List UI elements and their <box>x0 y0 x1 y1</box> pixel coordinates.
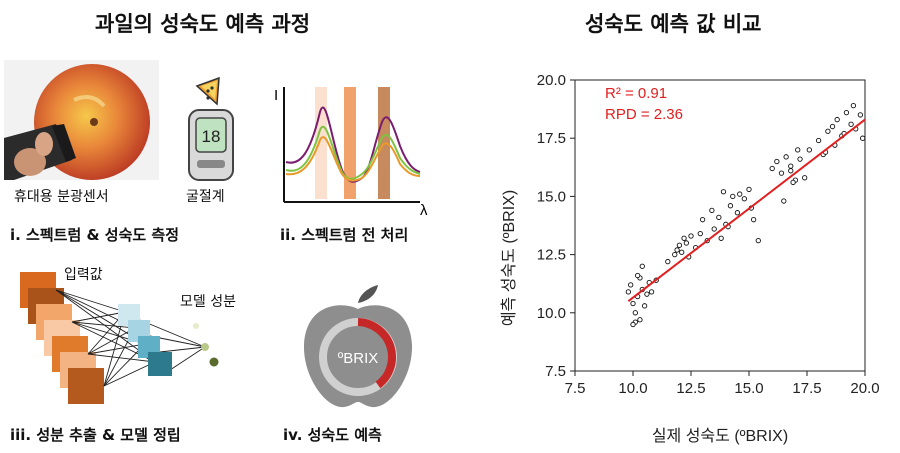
y-tick-label: 20.0 <box>537 72 566 89</box>
spectrum-y-symbol: I <box>274 87 278 104</box>
data-point <box>628 282 634 288</box>
y-axis-label: 예측 성숙도 (ºBRIX) <box>500 190 518 326</box>
data-point <box>795 147 801 153</box>
data-point <box>788 168 794 174</box>
data-point <box>750 217 757 223</box>
component-label: 모델 성분 <box>180 294 236 310</box>
data-point <box>746 186 752 193</box>
data-point <box>815 137 822 144</box>
y-tick-label: 12.5 <box>537 247 566 264</box>
data-point <box>781 198 787 204</box>
data-point <box>720 189 727 195</box>
data-point <box>637 317 643 323</box>
x-axis-label: 실제 성숙도 (ºBRIX) <box>652 427 788 445</box>
data-point <box>774 158 780 165</box>
data-point <box>783 154 789 160</box>
x-tick-label: 10.0 <box>618 380 647 397</box>
data-point <box>788 163 794 169</box>
x-tick-label: 7.5 <box>565 380 586 397</box>
brix-unit-label: ºBRIX <box>338 350 379 367</box>
data-point <box>648 289 655 295</box>
data-point <box>718 235 724 241</box>
data-point <box>857 112 864 118</box>
data-point <box>632 310 638 316</box>
data-point <box>716 214 722 221</box>
data-point <box>625 289 632 295</box>
data-point <box>679 249 685 255</box>
x-tick-label: 20.0 <box>850 380 879 397</box>
data-point <box>843 109 850 116</box>
meter-display: 18 <box>202 127 221 146</box>
data-point <box>806 147 812 153</box>
data-point <box>688 233 694 239</box>
sensor-label: 휴대용 분광센서 <box>14 189 109 205</box>
step3-caption: iii. 성분 추출 & 모델 정립 <box>10 426 181 444</box>
data-point <box>797 156 803 162</box>
step2-caption: ii. 스펙트럼 전 처리 <box>280 226 409 244</box>
data-point <box>769 165 775 172</box>
data-point <box>825 128 831 134</box>
data-point <box>630 321 636 328</box>
data-point <box>734 210 741 216</box>
apple-photo <box>4 60 159 180</box>
data-point <box>848 121 854 127</box>
data-point <box>778 170 785 176</box>
spectrum-plot: I λ <box>274 87 428 216</box>
spectrum-line-green <box>285 126 421 180</box>
y-tick-label: 10.0 <box>537 305 566 322</box>
data-point <box>697 230 703 237</box>
component-squares <box>118 304 172 376</box>
data-point <box>711 226 717 232</box>
spectrum-x-symbol: λ <box>420 202 428 216</box>
step4-caption: iv. 성숙도 예측 <box>283 426 382 444</box>
data-point <box>630 300 636 307</box>
data-point <box>829 123 836 130</box>
data-point <box>644 291 650 297</box>
x-tick-label: 15.0 <box>734 380 763 397</box>
r2-annotation: R² = 0.91 <box>605 85 667 102</box>
x-tick-label: 17.5 <box>792 380 821 397</box>
data-point <box>709 207 715 214</box>
fit-line <box>627 118 866 302</box>
data-point <box>850 102 857 109</box>
data-point <box>634 272 641 279</box>
spectrum-line-orange <box>285 136 421 182</box>
data-point <box>834 116 840 123</box>
left-panel-title: 과일의 성숙도 예측 과정 <box>95 12 311 36</box>
input-squares <box>20 272 104 404</box>
data-point <box>727 203 734 209</box>
data-point <box>741 196 748 202</box>
input-label: 입력값 <box>64 267 103 283</box>
y-tick-label: 15.0 <box>537 188 566 205</box>
data-point <box>674 247 680 253</box>
data-point <box>672 251 678 258</box>
brix-apple-icon: ºBRIX <box>303 285 413 408</box>
data-point <box>730 193 736 200</box>
data-point <box>790 179 796 186</box>
data-point <box>676 242 683 248</box>
data-point <box>755 237 761 244</box>
scatter-chart: 7.5 10.0 12.5 15.0 17.5 20.0 7.5 10.0 12.5 15.0 17… <box>500 72 880 445</box>
step1-caption: i. 스펙트럼 & 성숙도 측정 <box>10 226 180 244</box>
data-point <box>699 217 706 223</box>
data-point <box>639 263 645 269</box>
y-tick-label: 7.5 <box>545 363 566 380</box>
plot-area <box>574 79 866 372</box>
data-point <box>681 235 687 241</box>
x-tick-label: 12.5 <box>676 380 705 397</box>
data-point <box>665 258 671 265</box>
meter-label: 굴절계 <box>186 189 225 205</box>
y-tick-label: 17.5 <box>537 130 566 147</box>
data-point <box>737 191 743 197</box>
data-point <box>860 135 866 141</box>
right-panel-title: 성숙도 예측 값 비교 <box>585 12 762 36</box>
data-point <box>802 175 808 181</box>
refractometer-icon: 18 <box>188 76 234 181</box>
data-point <box>641 303 648 309</box>
data-point <box>683 240 690 246</box>
network-diagram <box>20 272 219 404</box>
rpd-annotation: RPD = 2.36 <box>605 106 683 123</box>
